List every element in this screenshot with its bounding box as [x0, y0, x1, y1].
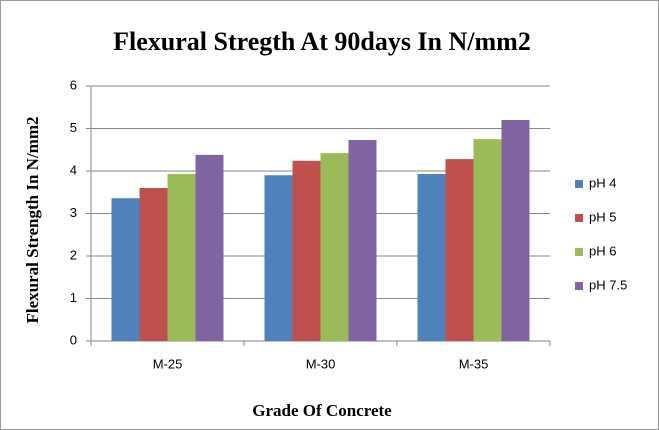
- bar: [264, 175, 293, 341]
- x-tick-label: M-25: [153, 356, 183, 371]
- bar: [501, 120, 530, 341]
- bar: [348, 139, 377, 341]
- bar: [473, 139, 502, 341]
- bar: [445, 159, 474, 341]
- y-tick-label: 3: [70, 205, 77, 220]
- bar: [292, 160, 321, 341]
- bar: [320, 153, 349, 341]
- y-axis-label: Flexural Strength In N/mm2: [23, 117, 42, 324]
- y-tick-label: 6: [70, 77, 77, 92]
- bar: [111, 198, 140, 341]
- y-tick-label: 1: [70, 290, 77, 305]
- bar: [167, 173, 196, 341]
- bar: [195, 154, 224, 341]
- bar: [139, 188, 168, 341]
- legend-label: pH 6: [589, 243, 616, 258]
- y-tick-label: 2: [70, 247, 77, 262]
- legend-swatch: [575, 248, 583, 256]
- legend-swatch: [575, 282, 583, 290]
- bar: [417, 173, 446, 341]
- legend-label: pH 5: [589, 209, 616, 224]
- x-axis-label: Grade Of Concrete: [252, 401, 392, 420]
- legend-swatch: [575, 180, 583, 188]
- y-tick-label: 4: [70, 162, 77, 177]
- chart-title: Flexural Stregth At 90days In N/mm2: [113, 27, 531, 56]
- legend-label: pH 4: [589, 175, 616, 190]
- y-tick-label: 0: [70, 332, 77, 347]
- legend-swatch: [575, 214, 583, 222]
- y-tick-label: 5: [70, 120, 77, 135]
- x-tick-label: M-35: [459, 356, 489, 371]
- legend-label: pH 7.5: [589, 277, 627, 292]
- x-tick-label: M-30: [306, 356, 336, 371]
